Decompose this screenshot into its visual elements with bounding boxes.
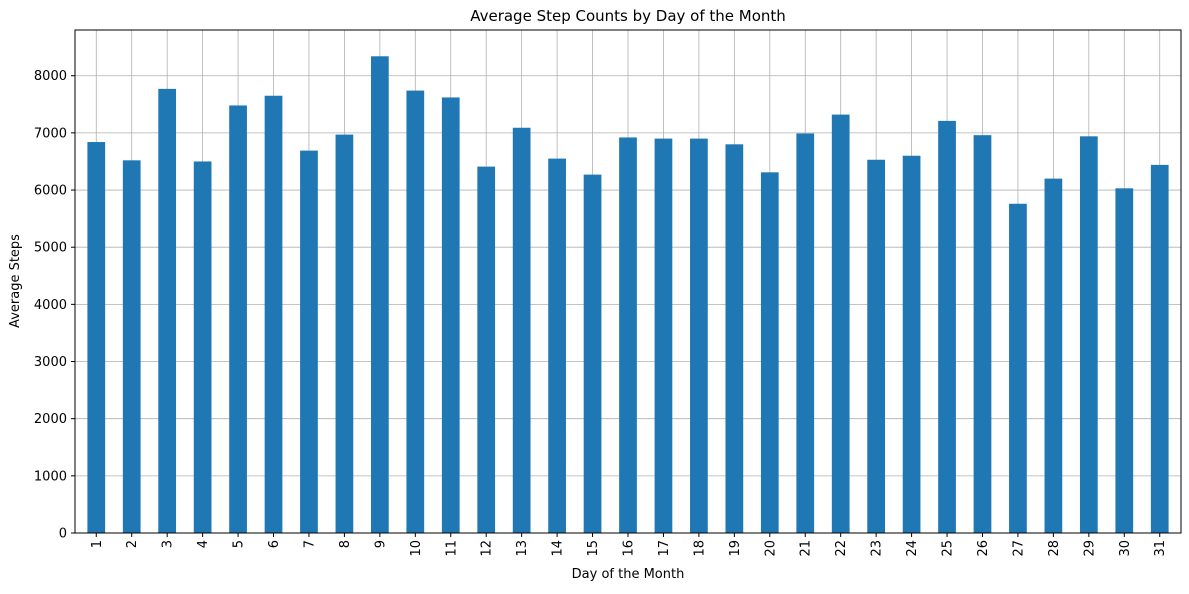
- y-tick-label: 0: [59, 527, 67, 542]
- x-tick-label: 18: [692, 540, 707, 557]
- x-tick-label: 30: [1118, 540, 1133, 557]
- x-tick-label: 24: [905, 540, 920, 557]
- bar-day-18: [690, 138, 708, 533]
- x-tick-label: 8: [338, 540, 353, 548]
- x-tick-label: 2: [125, 540, 140, 548]
- x-tick-label: 17: [657, 540, 672, 557]
- x-tick-label: 23: [870, 540, 885, 557]
- bar-day-4: [193, 161, 212, 533]
- x-tick-label: 12: [480, 540, 495, 557]
- x-tick-label: 26: [976, 540, 991, 557]
- y-tick-label: 7000: [34, 126, 67, 141]
- bar-day-6: [264, 95, 283, 533]
- y-tick-label: 3000: [34, 355, 67, 370]
- bar-day-13: [512, 127, 531, 534]
- chart-title: Average Step Counts by Day of the Month: [470, 7, 786, 25]
- x-tick-label: 16: [622, 540, 637, 557]
- x-tick-label: 22: [834, 540, 849, 557]
- bar-layer: [87, 56, 1169, 534]
- bar-day-1: [87, 142, 106, 534]
- bar-day-19: [725, 144, 744, 533]
- x-tick-label: 14: [551, 540, 566, 557]
- x-tick-label: 21: [799, 540, 814, 557]
- bar-day-31: [1150, 164, 1169, 534]
- x-tick-label: 27: [1011, 540, 1026, 557]
- x-tick-label: 29: [1082, 540, 1097, 557]
- y-tick-label: 8000: [34, 69, 67, 84]
- x-tick-label: 6: [267, 540, 282, 548]
- y-axis: 0 1000 2000 3000 4000 5000 6000 7000 8000: [34, 69, 75, 542]
- y-tick-label: 4000: [34, 298, 67, 313]
- y-tick-label: 5000: [34, 241, 67, 256]
- bar-day-2: [122, 160, 141, 533]
- y-tick-label: 1000: [34, 469, 67, 484]
- x-axis-label: Day of the Month: [572, 567, 685, 582]
- x-tick-label: 11: [444, 540, 459, 557]
- x-tick-label: 15: [586, 540, 601, 557]
- bar-day-8: [335, 134, 354, 533]
- x-tick-label: 3: [161, 540, 176, 548]
- x-tick-label: 9: [373, 540, 388, 548]
- bar-day-12: [477, 166, 496, 533]
- x-axis: 1 2 3 4 5 6 7 8 9 10 11 12 13 14 15 16 17 18 19 20 21 22 23 24 2…: [90, 533, 1168, 557]
- x-tick-label: 20: [763, 540, 778, 557]
- bar-day-14: [548, 158, 566, 533]
- x-tick-label: 19: [728, 540, 743, 557]
- x-tick-label: 7: [302, 540, 317, 548]
- bar-day-29: [1079, 136, 1098, 533]
- bar-day-26: [973, 135, 992, 533]
- bar-day-23: [867, 159, 886, 533]
- y-tick-label: 6000: [34, 184, 67, 199]
- x-tick-label: 10: [409, 540, 424, 557]
- x-tick-label: 1: [90, 540, 105, 548]
- bar-day-20: [760, 172, 779, 533]
- bar-day-27: [1009, 203, 1027, 533]
- y-axis-label: Average Steps: [8, 234, 23, 328]
- bar-day-22: [831, 114, 850, 533]
- x-tick-label: 4: [196, 540, 211, 548]
- bar-day-5: [229, 105, 247, 533]
- bar-day-25: [938, 120, 956, 533]
- bar-day-10: [406, 90, 425, 534]
- bar-day-9: [370, 56, 389, 533]
- x-tick-label: 13: [515, 540, 530, 557]
- y-tick-label: 2000: [34, 412, 67, 427]
- bar-day-21: [796, 133, 815, 534]
- bar-day-30: [1115, 188, 1134, 533]
- bar-day-24: [902, 155, 921, 533]
- x-tick-label: 31: [1153, 540, 1168, 557]
- x-tick-label: 25: [941, 540, 956, 557]
- x-tick-label: 28: [1047, 540, 1062, 557]
- bar-day-11: [441, 97, 460, 533]
- bar-day-16: [619, 137, 637, 533]
- bar-day-28: [1044, 178, 1063, 533]
- bar-day-15: [583, 174, 602, 534]
- x-tick-label: 5: [232, 540, 247, 548]
- bar-day-7: [300, 150, 318, 533]
- bar-day-17: [654, 138, 673, 533]
- bar-day-3: [158, 88, 177, 533]
